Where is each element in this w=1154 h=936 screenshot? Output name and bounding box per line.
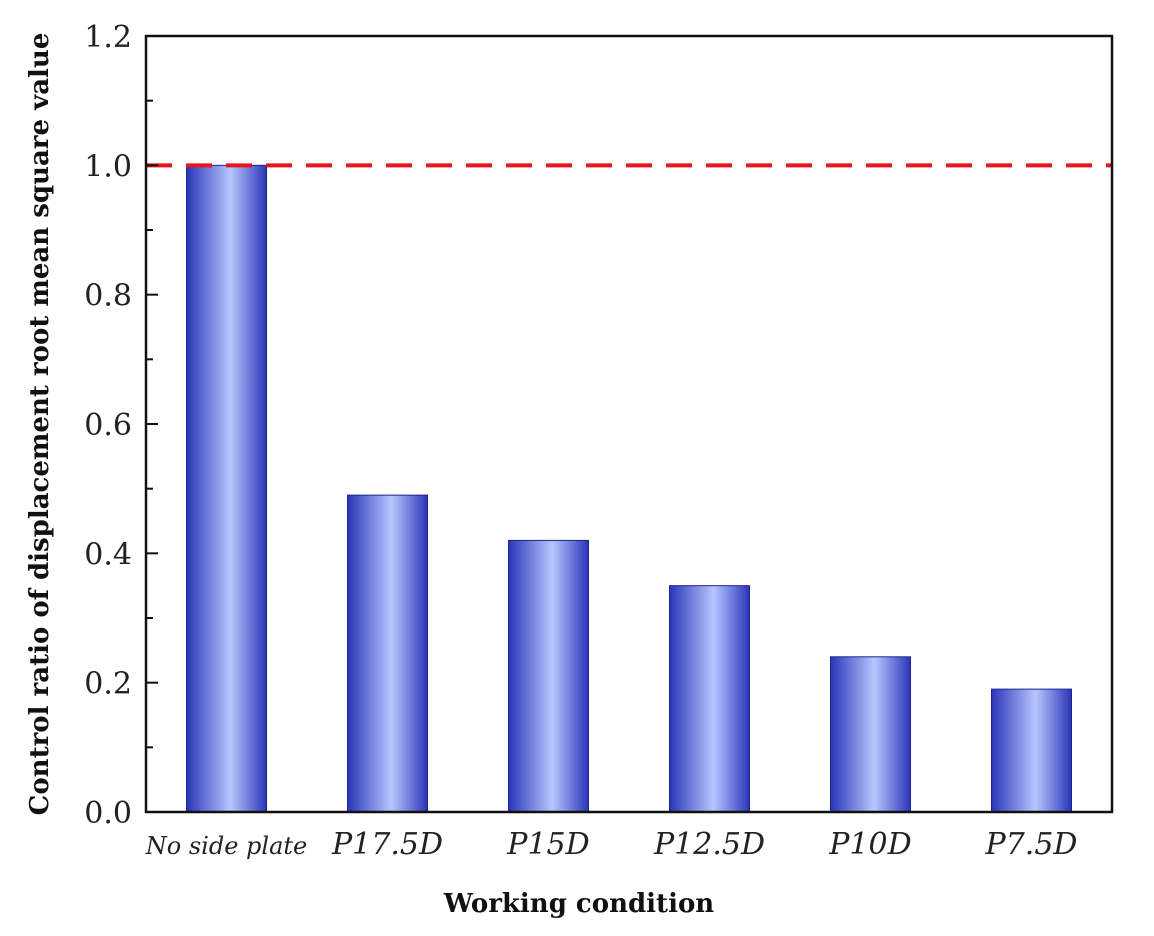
plot-frame — [144, 34, 1114, 814]
x-category-label: P12.5D — [653, 827, 765, 862]
bar-p12-5d — [669, 585, 750, 813]
y-axis-title: Control ratio of displacement root mean … — [25, 33, 55, 816]
bar-p17-5d — [347, 494, 428, 813]
bar-p7-5d — [991, 688, 1072, 813]
y-tick-label: 0.4 — [84, 537, 132, 572]
x-axis-title: Working condition — [443, 889, 715, 919]
x-category-label: P10D — [828, 827, 911, 862]
x-category-label: No side plate — [145, 832, 307, 860]
y-tick-label: 0.0 — [84, 796, 132, 831]
y-tick-label: 0.2 — [84, 667, 132, 702]
y-axis-ticks: 0.0 0.2 0.4 0.6 0.8 1.0 1.2 — [84, 20, 158, 831]
y-tick-label: 1.2 — [84, 20, 132, 55]
y-tick-label: 1.0 — [84, 149, 132, 184]
x-category-label: P7.5D — [985, 827, 1078, 862]
bar-no-side-plate — [186, 164, 267, 813]
x-category-label: P17.5D — [331, 827, 443, 862]
bars-group — [186, 164, 1072, 813]
bar-p15d — [508, 539, 589, 813]
y-tick-label: 0.6 — [84, 408, 132, 443]
x-axis-labels: No side plate P17.5D P15D P12.5D P10D P7.5D — [145, 827, 1078, 862]
y-tick-label: 0.8 — [84, 279, 132, 314]
x-category-label: P15D — [506, 827, 589, 862]
bar-p10d — [830, 656, 911, 813]
